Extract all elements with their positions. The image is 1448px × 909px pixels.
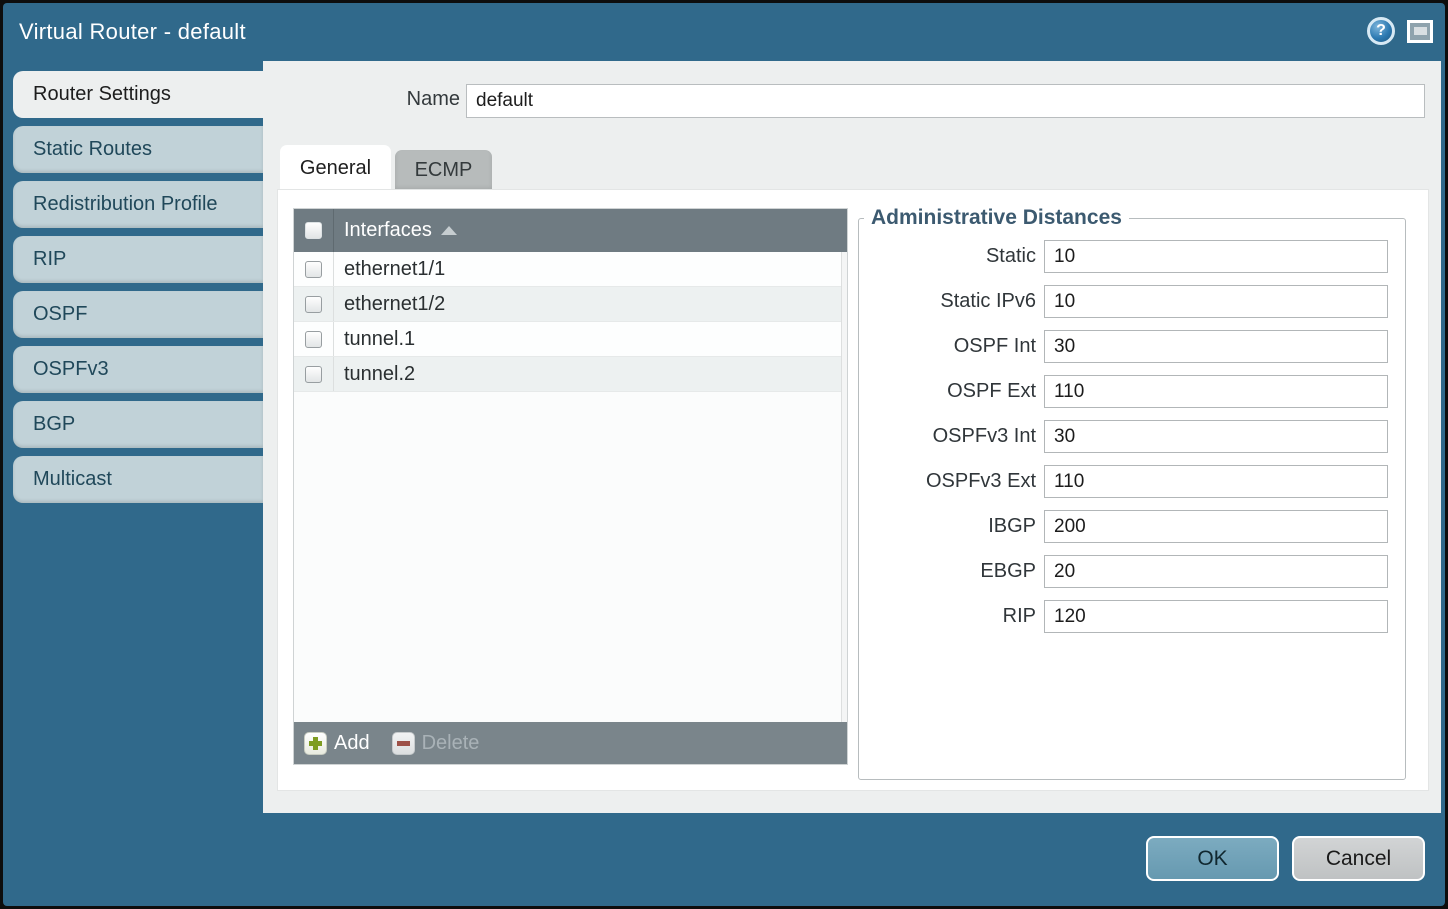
ebgp-label: EBGP [980, 560, 1036, 582]
name-label: Name [406, 88, 460, 110]
administrative-distances-group: Administrative Distances Static Static I… [858, 206, 1406, 780]
ospfv3-int-label: OSPFv3 Int [932, 425, 1036, 447]
sidebar-item-ospfv3[interactable]: OSPFv3 [13, 346, 263, 393]
ok-button[interactable]: OK [1146, 836, 1279, 881]
sidebar-item-ospf[interactable]: OSPF [13, 291, 263, 338]
delete-button[interactable]: Delete [391, 731, 480, 755]
interface-name: tunnel.2 [344, 362, 416, 385]
ospf-int-label: OSPF Int [953, 335, 1036, 357]
general-ecmp-tabstrip: General ECMP [280, 145, 492, 191]
sidebar-item-bgp[interactable]: BGP [13, 401, 263, 448]
table-scrollbar[interactable] [841, 252, 847, 722]
interfaces-table: Interfaces ethernet1/1 ethernet1/2 tunne [293, 208, 848, 765]
title-bar: Virtual Router - default ? [3, 3, 1445, 61]
interface-name: tunnel.1 [344, 327, 416, 350]
ospfv3-int-field[interactable] [1044, 420, 1388, 453]
sidebar-item-static-routes[interactable]: Static Routes [13, 126, 263, 173]
sort-ascending-icon[interactable] [440, 226, 457, 235]
add-plus-icon [304, 731, 327, 755]
row-checkbox[interactable] [305, 260, 322, 278]
window-restore-icon-inner [1413, 27, 1427, 35]
interfaces-table-header: Interfaces [294, 209, 847, 252]
sidebar-nav: Router Settings Static Routes Redistribu… [3, 61, 263, 906]
sidebar-item-multicast[interactable]: Multicast [13, 456, 263, 503]
ibgp-label: IBGP [988, 515, 1036, 537]
interfaces-table-body: ethernet1/1 ethernet1/2 tunnel.1 tunnel.… [294, 252, 847, 722]
help-icon-glyph: ? [1376, 22, 1386, 39]
sidebar-item-router-settings[interactable]: Router Settings [13, 71, 263, 118]
help-icon[interactable]: ? [1367, 17, 1395, 45]
select-all-checkbox[interactable] [305, 222, 322, 239]
tab-ecmp[interactable]: ECMP [395, 150, 492, 191]
table-row[interactable]: ethernet1/1 [294, 252, 847, 287]
window-restore-icon[interactable] [1407, 19, 1433, 43]
virtual-router-dialog: Virtual Router - default ? Router Settin… [3, 3, 1445, 906]
table-row[interactable]: ethernet1/2 [294, 287, 847, 322]
add-button-label: Add [334, 731, 370, 754]
dialog-title: Virtual Router - default [19, 19, 246, 44]
ebgp-field[interactable] [1044, 555, 1388, 588]
dialog-buttons: OK Cancel [1146, 836, 1425, 881]
table-row[interactable]: tunnel.2 [294, 357, 847, 392]
interfaces-column-header[interactable]: Interfaces [344, 219, 432, 241]
sidebar-item-rip[interactable]: RIP [13, 236, 263, 283]
interface-name: ethernet1/1 [344, 257, 446, 280]
rip-field[interactable] [1044, 600, 1388, 633]
rip-label: RIP [1002, 605, 1036, 627]
sidebar-item-redistribution-profile[interactable]: Redistribution Profile [13, 181, 263, 228]
ospf-ext-label: OSPF Ext [947, 380, 1036, 402]
static-ipv6-label: Static IPv6 [940, 290, 1036, 312]
interfaces-table-footer: Add Delete [294, 722, 847, 764]
ospfv3-ext-field[interactable] [1044, 465, 1388, 498]
administrative-distances-legend: Administrative Distances [871, 206, 1122, 229]
row-checkbox[interactable] [305, 330, 322, 348]
ospf-ext-field[interactable] [1044, 375, 1388, 408]
general-tab-panel: Interfaces ethernet1/1 ethernet1/2 tunne [278, 190, 1428, 790]
static-field[interactable] [1044, 240, 1388, 273]
ospf-int-field[interactable] [1044, 330, 1388, 363]
name-input[interactable] [466, 84, 1425, 118]
static-label: Static [985, 245, 1036, 267]
delete-button-label: Delete [421, 731, 480, 754]
tab-general[interactable]: General [280, 145, 391, 191]
static-ipv6-field[interactable] [1044, 285, 1388, 318]
table-row[interactable]: tunnel.1 [294, 322, 847, 357]
ibgp-field[interactable] [1044, 510, 1388, 543]
cancel-button[interactable]: Cancel [1292, 836, 1425, 881]
add-button[interactable]: Add [304, 731, 370, 755]
row-checkbox[interactable] [305, 295, 322, 313]
router-settings-panel: Name General ECMP Interfaces [263, 61, 1441, 813]
row-checkbox[interactable] [305, 365, 322, 383]
ospfv3-ext-label: OSPFv3 Ext [925, 470, 1036, 492]
interface-name: ethernet1/2 [344, 292, 446, 315]
delete-minus-icon [391, 731, 415, 755]
